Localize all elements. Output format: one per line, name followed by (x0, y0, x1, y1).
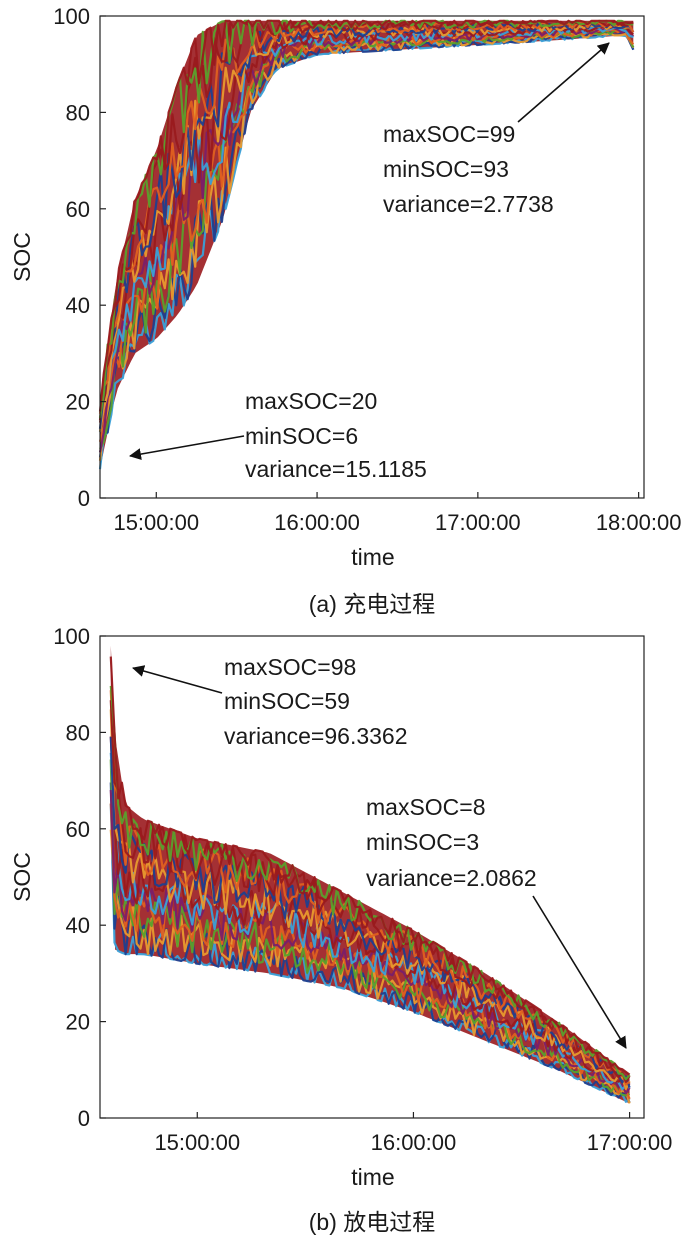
x-tick-label: 18:00:00 (596, 510, 682, 535)
annotation-line: minSOC=6 (245, 423, 358, 449)
cell-soc-trace (98, 30, 635, 458)
cell-soc-trace (109, 656, 631, 1076)
plot-frame-b (99, 635, 645, 1119)
annotation-line: minSOC=3 (366, 829, 479, 855)
x-axis-label-b: time (351, 1164, 394, 1190)
caption-b: (b) 放电过程 (309, 1209, 436, 1235)
annotation-start-a: maxSOC=20 minSOC=6 variance=15.1185 (129, 388, 427, 482)
annotation-arrow (517, 42, 610, 123)
chart-panel-b: 0 20 40 60 80 100 15:00:00 16:00:00 17:00:00 tim… (9, 624, 672, 1235)
y-tick-label: 80 (66, 720, 90, 745)
annotation-line: minSOC=59 (224, 688, 350, 714)
x-tick-label: 17:00:00 (587, 1130, 673, 1155)
annotation-end-a: maxSOC=99 minSOC=93 variance=2.7738 (383, 42, 610, 217)
y-tick-label: 40 (66, 913, 90, 938)
discharging-series-marks (109, 645, 631, 1104)
y-tick-label: 20 (66, 390, 90, 415)
y-tick-label: 0 (78, 1106, 90, 1131)
annotation-start-b: maxSOC=98 minSOC=59 variance=96.3362 (132, 654, 408, 749)
annotation-arrow (132, 665, 223, 694)
y-axis-label-b: SOC (9, 852, 35, 902)
y-tick-label: 100 (53, 624, 90, 649)
annotation-line: maxSOC=98 (224, 654, 356, 680)
cell-soc-trace (98, 19, 634, 412)
plot-frame-a (99, 15, 645, 499)
chart-panel-a: 0 20 40 60 80 100 15:00:00 16:00:00 17:00:00 18:0… (9, 4, 681, 617)
cell-soc-trace (98, 26, 634, 433)
axes-b: 0 20 40 60 80 100 15:00:00 16:00:00 17:00:00 (53, 624, 672, 1155)
cell-soc-trace (109, 736, 631, 1091)
annotation-end-b: maxSOC=8 minSOC=3 variance=2.0862 (366, 794, 627, 1049)
annotation-arrow (532, 895, 627, 1049)
cell-soc-trace (109, 829, 631, 1104)
y-tick-label: 20 (66, 1010, 90, 1035)
cell-soc-trace (109, 752, 631, 1091)
x-tick-label: 17:00:00 (435, 510, 521, 535)
y-tick-label: 0 (78, 486, 90, 511)
annotation-line: minSOC=93 (383, 156, 509, 182)
annotation-arrow (129, 435, 245, 461)
x-tick-label: 15:00:00 (113, 510, 199, 535)
annotation-line: maxSOC=8 (366, 794, 486, 820)
axes-a: 0 20 40 60 80 100 15:00:00 16:00:00 17:00:00 18:0… (53, 4, 681, 535)
y-tick-label: 60 (66, 197, 90, 222)
annotation-line: variance=2.0862 (366, 865, 537, 891)
cell-soc-trace (109, 782, 631, 1104)
x-axis-label-a: time (351, 544, 394, 570)
caption-a: (a) 充电过程 (309, 591, 436, 617)
cell-soc-trace (109, 685, 631, 1081)
y-tick-label: 80 (66, 100, 90, 125)
y-tick-label: 60 (66, 817, 90, 842)
x-tick-label: 16:00:00 (274, 510, 360, 535)
y-axis-label-a: SOC (9, 232, 35, 282)
y-tick-label: 40 (66, 293, 90, 318)
y-tick-label: 100 (53, 4, 90, 29)
cell-soc-trace (98, 20, 635, 414)
x-tick-label: 16:00:00 (371, 1130, 457, 1155)
x-tick-label: 15:00:00 (154, 1130, 240, 1155)
charging-series-marks (98, 19, 635, 470)
annotation-line: maxSOC=20 (245, 388, 377, 414)
annotation-line: variance=15.1185 (245, 456, 427, 482)
annotation-line: maxSOC=99 (383, 121, 515, 147)
annotation-line: variance=2.7738 (383, 191, 554, 217)
annotation-line: variance=96.3362 (224, 723, 408, 749)
